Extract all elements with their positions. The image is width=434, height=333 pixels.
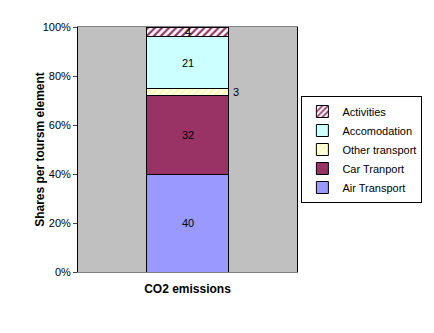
svg-text:3: 3 [233, 86, 239, 98]
svg-text:21: 21 [182, 57, 194, 69]
svg-text:Accomodation: Accomodation [342, 125, 412, 137]
svg-text:Activities: Activities [342, 106, 386, 118]
svg-text:0%: 0% [55, 266, 71, 278]
svg-text:40%: 40% [49, 168, 71, 180]
svg-text:Air Transport: Air Transport [342, 182, 405, 194]
svg-text:Shares per toursm element: Shares per toursm element [33, 72, 47, 227]
svg-text:Other transport: Other transport [342, 144, 416, 156]
svg-text:60%: 60% [49, 119, 71, 131]
svg-text:CO2 emissions: CO2 emissions [144, 282, 231, 296]
svg-text:40: 40 [182, 217, 194, 229]
svg-text:4: 4 [185, 26, 191, 38]
svg-text:80%: 80% [49, 70, 71, 82]
svg-text:Car Tranport: Car Tranport [342, 163, 404, 175]
svg-text:32: 32 [182, 129, 194, 141]
svg-text:100%: 100% [43, 21, 71, 33]
svg-text:20%: 20% [49, 217, 71, 229]
